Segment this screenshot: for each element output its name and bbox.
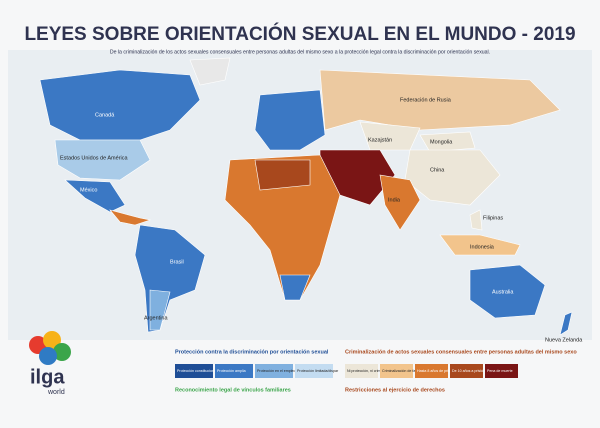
title: LEYES SOBRE ORIENTACIÓN SEXUAL EN EL MUN… [24, 23, 575, 45]
philippines [469, 209, 483, 231]
india [379, 174, 421, 231]
greenland [189, 57, 231, 86]
legend-label: Criminalización de facto [382, 369, 420, 373]
south-africa [279, 274, 311, 301]
central-america [109, 209, 152, 226]
legend: Protección contra la discriminación por … [175, 349, 577, 393]
country-label: Kazajstán [368, 137, 392, 143]
country-label: Estados Unidos de América [60, 155, 129, 161]
country-label: Canadá [95, 112, 115, 118]
legend-swatch [450, 364, 483, 378]
logo-name: ilga [30, 366, 65, 388]
new-zealand [559, 311, 573, 336]
country-label: Mongolia [430, 139, 453, 145]
country-label: Argentina [144, 315, 168, 321]
country-label: Indonesia [470, 244, 495, 250]
legend-swatch [380, 364, 413, 378]
legend-title: Restricciones al ejercicio de derechos [345, 387, 445, 393]
subtitle: De la criminalización de los actos sexua… [110, 49, 490, 55]
legend-title: Criminalización de actos sexuales consen… [345, 349, 577, 355]
legend-title: Reconocimiento legal de vínculos familia… [175, 387, 291, 393]
country-label: Brasil [170, 259, 184, 265]
mongolia [419, 131, 476, 153]
usa [54, 139, 151, 181]
legend-swatch [255, 364, 293, 378]
indonesia [439, 234, 521, 256]
legend-swatch [295, 364, 333, 378]
country-label: Federación de Rusia [400, 97, 452, 103]
canada [39, 69, 201, 141]
australia [469, 264, 546, 319]
country-label: India [388, 197, 401, 203]
legend-label: Protección constitucional [177, 369, 217, 373]
legend-label: Ni protección, ni criminalización [347, 369, 397, 373]
mexico [64, 179, 126, 213]
legend-title: Protección contra la discriminación por … [175, 349, 329, 355]
country-label: Nueva Zelanda [545, 337, 583, 343]
map [39, 57, 573, 336]
country-label: China [430, 167, 445, 173]
legend-label: Pena de muerte [487, 369, 513, 373]
country-label: Filipinas [483, 215, 503, 221]
logo-dot [39, 347, 57, 365]
country-label: México [80, 187, 97, 193]
legend-swatch [345, 364, 378, 378]
legend-label: Protección en el empleo [257, 369, 296, 373]
legend-swatch [485, 364, 518, 378]
logo-dot [53, 343, 71, 361]
country-labels: Canadá Estados Unidos de América México … [60, 97, 583, 343]
logo-dot [43, 331, 61, 349]
legend-label: De 10 años a prisión perpetua [452, 369, 500, 373]
legend-swatch [215, 364, 253, 378]
logo-sub: world [47, 389, 65, 396]
legend-swatch [175, 364, 213, 378]
europe [254, 89, 326, 151]
north-africa [254, 159, 311, 191]
legend-label: Protección limitada/dispar [297, 369, 339, 373]
legend-swatch [415, 364, 448, 378]
legend-label: Hasta 8 años de prisión [417, 369, 455, 373]
argentina [149, 289, 171, 331]
russia [319, 69, 561, 131]
logo: ilga world [29, 331, 71, 396]
legend-label: Protección amplia [217, 369, 246, 373]
country-label: Australia [492, 289, 514, 295]
